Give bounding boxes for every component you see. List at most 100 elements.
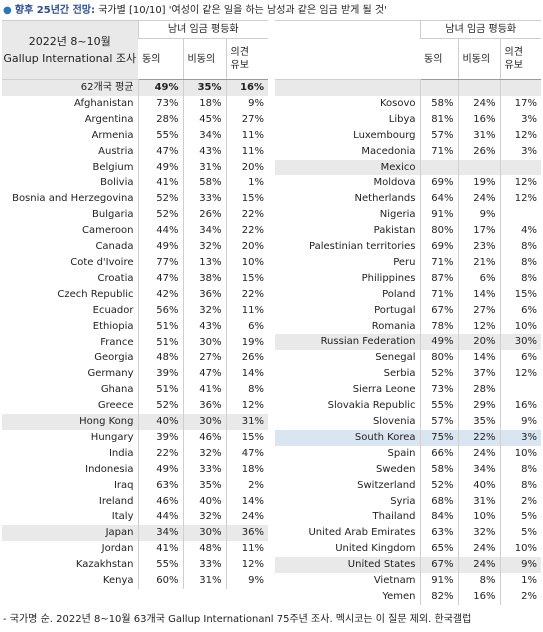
cell-value: 71% xyxy=(419,254,458,271)
cell-value: 21% xyxy=(457,254,500,271)
cell-value: 43% xyxy=(182,143,226,160)
group-header: 남녀 임금 평등화 xyxy=(137,20,269,39)
cell-value: 75% xyxy=(419,429,458,446)
country: Hong Kong xyxy=(79,416,134,428)
cell-value: 8% xyxy=(499,254,542,271)
cell-value: 1% xyxy=(499,573,542,589)
data-row: France 51% 30% 19% xyxy=(2,334,269,351)
country: Moldova xyxy=(373,177,416,189)
cell-value: 44% xyxy=(137,223,183,240)
cell-value: 52% xyxy=(137,191,183,208)
cell-value: 63% xyxy=(137,477,183,494)
cell-value: 52% xyxy=(419,366,458,383)
cell-value: 15% xyxy=(225,191,269,208)
country: Greece xyxy=(97,400,134,412)
cell-value: 5% xyxy=(499,509,542,526)
cell-value: 2% xyxy=(499,493,542,510)
cell-value: 8% xyxy=(457,573,500,589)
cell-value: 22% xyxy=(225,223,269,240)
cell-value: 58% xyxy=(419,95,458,112)
country: Peru xyxy=(393,256,416,268)
cell-value: 41% xyxy=(137,541,183,558)
data-row: Ghana 51% 41% 8% xyxy=(2,382,269,399)
cell-value: 8% xyxy=(499,461,542,478)
column-header: 비동의 xyxy=(457,38,500,80)
cell-value: 46% xyxy=(182,429,226,446)
cell-value: 31% xyxy=(182,573,226,589)
cell-value: 40% xyxy=(457,477,500,494)
country: United Kingdom xyxy=(335,543,416,555)
column-header: 동의 xyxy=(420,38,458,80)
data-row: South Korea 75% 22% 3% xyxy=(275,429,542,446)
cell-value: 1% xyxy=(225,175,269,192)
cell-value: 30% xyxy=(182,525,226,542)
data-row: Romania 78% 12% 10% xyxy=(275,318,542,335)
country: Canada xyxy=(95,241,134,253)
group-header: 남녀 임금 평등화 xyxy=(419,20,542,39)
country: Ethiopia xyxy=(92,320,134,332)
data-row: Georgia 48% 27% 26% xyxy=(2,350,269,367)
table-left: 2022년 8~10월 Gallup International 조사 남녀 임금 … xyxy=(2,20,269,589)
cell-value: 47% xyxy=(137,270,183,287)
country: Sweden xyxy=(375,463,416,475)
cell-value: 38% xyxy=(182,270,226,287)
cell-value: 30% xyxy=(499,334,542,351)
cell-value: 73% xyxy=(419,382,458,399)
cell-value: 12% xyxy=(457,318,500,335)
data-row: Peru 71% 21% 8% xyxy=(275,254,542,271)
cell-value: 65% xyxy=(419,541,458,558)
cell-value: 14% xyxy=(225,493,269,510)
cell-value: 30% xyxy=(182,334,226,351)
cell-value: 46% xyxy=(137,493,183,510)
cell-value: 84% xyxy=(419,509,458,526)
cell-value: 6% xyxy=(499,302,542,319)
country: Japan xyxy=(105,527,134,539)
country: Hungary xyxy=(90,431,134,443)
data-row: Bulgaria 52% 26% 22% xyxy=(2,207,269,224)
country: Kenya xyxy=(102,575,134,587)
column-header: 비동의 xyxy=(182,38,226,80)
data-row: Cameroon 44% 34% 22% xyxy=(2,223,269,240)
cell-value: 52% xyxy=(137,207,183,224)
cell-value: 26% xyxy=(457,143,500,160)
cell-value: 8% xyxy=(499,477,542,494)
cell-value: 2% xyxy=(225,477,269,494)
title: 향후 25년간 전망: xyxy=(14,5,95,16)
cell-value: 9% xyxy=(225,95,269,112)
cell-value: 9% xyxy=(499,414,542,430)
data-row: Italy 44% 32% 24% xyxy=(2,509,269,526)
cell-value: 28% xyxy=(457,382,500,399)
cell-value: 24% xyxy=(457,557,500,574)
cell-value xyxy=(499,382,542,399)
average-label xyxy=(275,79,420,96)
cell-value: 6% xyxy=(457,270,500,287)
cell-value: 69% xyxy=(419,175,458,192)
data-row: Japan 34% 30% 36% xyxy=(2,525,269,542)
cell-value: 40% xyxy=(182,493,226,510)
cell-value: 22% xyxy=(457,429,500,446)
data-row: Sweden 58% 34% 8% xyxy=(275,461,542,478)
data-row: Croatia 47% 38% 15% xyxy=(2,270,269,287)
data-row: Vietnam 91% 8% 1% xyxy=(275,573,542,589)
cell-value: 18% xyxy=(225,461,269,478)
cell-value: 64% xyxy=(419,191,458,208)
cell-value: 24% xyxy=(457,541,500,558)
country: Kosovo xyxy=(379,97,416,109)
cell-value: 33% xyxy=(182,557,226,574)
data-row: Bolivia 41% 58% 1% xyxy=(2,175,269,192)
cell-value: 68% xyxy=(419,493,458,510)
cell-value xyxy=(499,207,542,224)
cell-value: 69% xyxy=(419,239,458,255)
column-header-row: 동의 비동의 의견 유보 xyxy=(2,38,269,80)
cell-value: 39% xyxy=(137,429,183,446)
cell-value: 58% xyxy=(182,175,226,192)
data-row: Germany 39% 47% 14% xyxy=(2,366,269,383)
group-header-row: 남녀 임금 평등화 xyxy=(275,20,542,80)
cell-value: 31% xyxy=(225,414,269,430)
cell-value: 31% xyxy=(457,493,500,510)
cell-value: 77% xyxy=(137,254,183,271)
cell-value: 49% xyxy=(137,239,183,255)
cell-value: 10% xyxy=(499,318,542,335)
cell-value: 63% xyxy=(419,525,458,542)
cell-value: 20% xyxy=(225,239,269,255)
